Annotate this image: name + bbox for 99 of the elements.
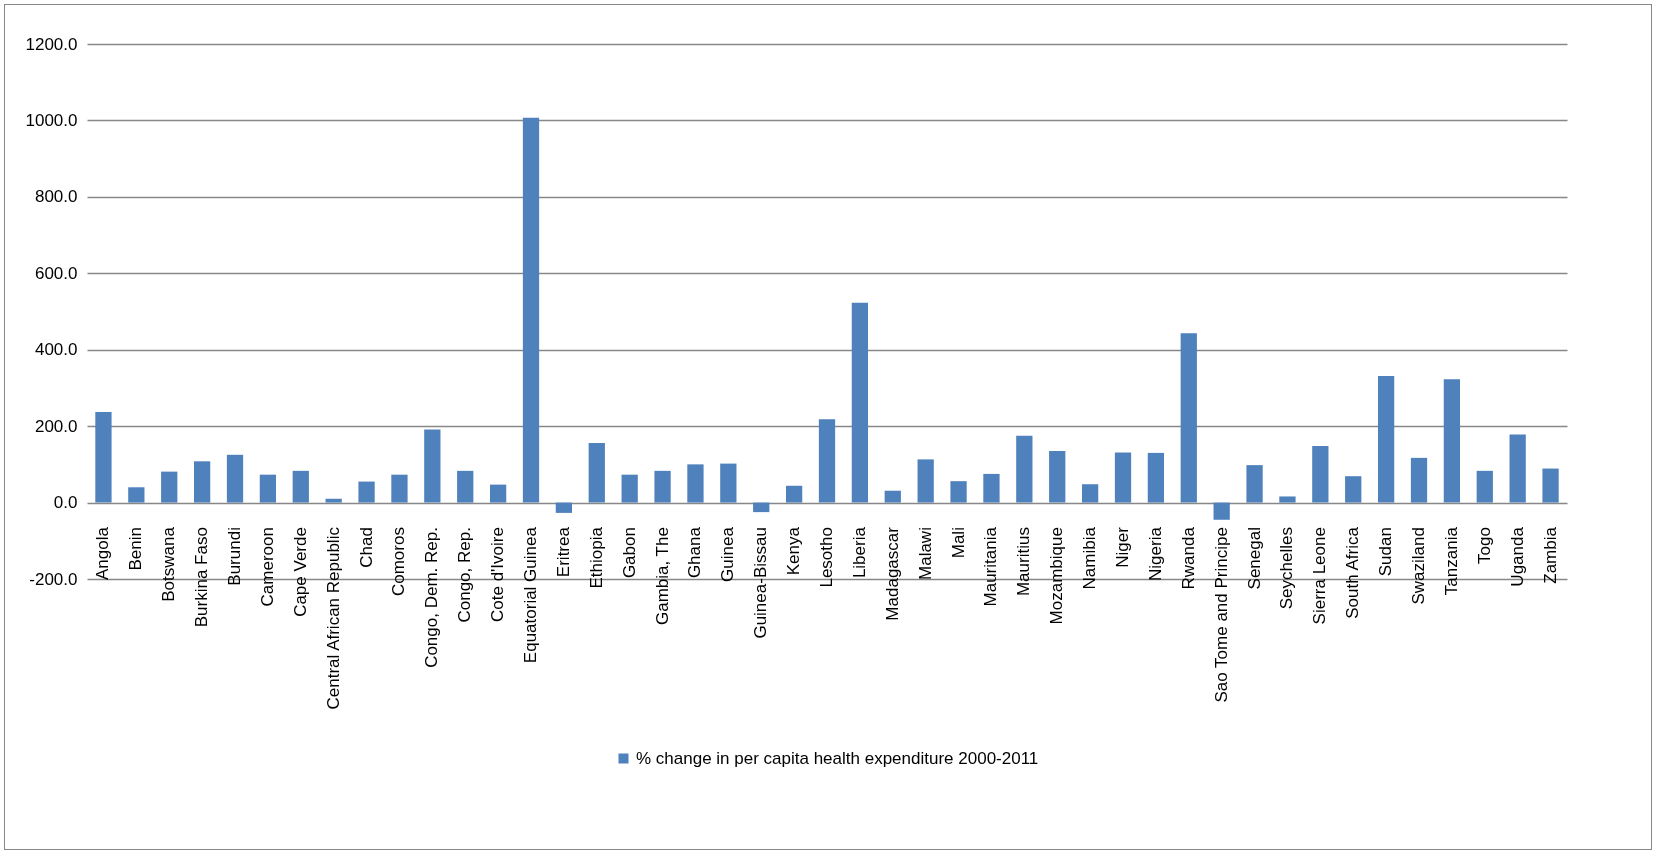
bar: [851, 302, 869, 503]
x-tick-label: Mauritius: [1014, 527, 1034, 597]
bar: [1509, 434, 1526, 503]
x-tick-label: Guinea: [718, 526, 738, 582]
x-tick-label: Uganda: [1507, 526, 1527, 587]
x-tick-label: Madagascar: [882, 526, 902, 621]
bar: [1476, 470, 1493, 503]
x-tick-label: Mauritania: [981, 526, 1001, 607]
bar: [983, 473, 1000, 503]
bar: [1345, 476, 1362, 503]
bar: [621, 474, 638, 503]
y-tick-label: 800.0: [34, 187, 78, 207]
bar: [457, 470, 474, 503]
x-tick-label: Rwanda: [1178, 526, 1198, 590]
x-tick-label: Cote d'Ivoire: [488, 527, 508, 622]
bar: [818, 419, 836, 503]
x-tick-label: Niger: [1113, 526, 1132, 568]
x-tick-label: South Africa: [1343, 526, 1363, 619]
bar: [193, 461, 211, 503]
x-tick-label: Central African Republic: [323, 526, 343, 710]
x-tick-label: Sierra Leone: [1310, 527, 1330, 625]
y-tick-label: 1000.0: [25, 110, 78, 130]
bar: [226, 454, 244, 503]
bar: [720, 463, 737, 503]
x-tick-label: Liberia: [849, 526, 869, 579]
x-tick-label: Benin: [126, 527, 146, 571]
x-tick-label: Equatorial Guinea: [521, 526, 540, 664]
bar: [1213, 502, 1230, 520]
x-tick-label: Guinea-Bissau: [751, 527, 771, 639]
bar: [1246, 465, 1263, 503]
x-tick-label: Seychelles: [1277, 527, 1297, 610]
bar: [391, 474, 408, 503]
bar: [884, 490, 901, 503]
bar: [753, 502, 770, 513]
y-tick-label: 200.0: [34, 416, 78, 436]
bar: [161, 471, 178, 503]
x-tick-label: Eritrea: [553, 526, 573, 578]
legend-label: % change in per capita health expenditure 2000-2011: [636, 748, 1039, 768]
x-tick-label: Botswana: [159, 526, 179, 602]
x-tick-label: Cape Verde: [290, 527, 310, 617]
bar: [1114, 452, 1132, 503]
x-tick-label: Sudan: [1376, 527, 1396, 577]
bar: [522, 117, 540, 503]
x-tick-label: Cameroon: [257, 527, 277, 607]
x-tick-label: Congo, Dem. Rep.: [422, 527, 442, 668]
x-tick-label: Mali: [948, 527, 968, 559]
x-tick-label: Comoros: [389, 527, 409, 597]
bar: [1410, 457, 1428, 503]
y-tick-label: -200.0: [29, 569, 78, 589]
x-tick-label: Angola: [93, 526, 113, 581]
bar: [489, 484, 507, 503]
x-tick-label: Mozambique: [1047, 527, 1067, 625]
bar: [292, 470, 309, 503]
x-tick-label: Gabon: [619, 527, 639, 579]
x-tick-label: Chad: [356, 527, 376, 568]
bar: [259, 474, 277, 503]
y-tick-label: 0.0: [53, 493, 78, 513]
x-tick-label: Kenya: [784, 526, 804, 576]
x-tick-label: Sao Tome and Principe: [1211, 527, 1231, 703]
y-tick-label: 1200.0: [25, 34, 78, 54]
x-tick-label: Swaziland: [1409, 527, 1428, 605]
bar: [1542, 468, 1559, 503]
bar: [950, 481, 967, 503]
bar: [325, 498, 342, 503]
bar: [555, 502, 573, 513]
x-tick-label: Lesotho: [817, 527, 836, 588]
bar: [128, 487, 145, 503]
bar: [1049, 450, 1066, 503]
bar: [1377, 376, 1395, 503]
x-tick-label: Nigeria: [1145, 526, 1165, 581]
bar: [1180, 333, 1197, 503]
bar: [785, 485, 803, 503]
x-tick-label: Gambia, The: [652, 527, 672, 626]
bar: [424, 429, 441, 503]
bar: [588, 442, 605, 503]
bar: [1279, 496, 1296, 503]
bar: [917, 459, 934, 503]
x-tick-label: Namibia: [1080, 526, 1100, 590]
x-tick-label: Malawi: [915, 527, 935, 580]
x-tick-label: Zambia: [1540, 526, 1560, 584]
x-tick-label: Burkina Faso: [192, 527, 212, 628]
bar: [95, 412, 112, 503]
bar: [1016, 435, 1033, 503]
x-tick-label: Togo: [1474, 527, 1494, 564]
x-tick-label: Burundi: [225, 527, 244, 586]
x-tick-label: Ghana: [685, 526, 705, 579]
y-tick-label: 400.0: [34, 340, 78, 360]
y-tick-label: 600.0: [34, 263, 78, 283]
bar: [1312, 446, 1329, 503]
bar: [687, 464, 704, 503]
bar: [654, 470, 671, 503]
bar: [358, 481, 375, 503]
x-tick-label: Ethiopia: [586, 526, 606, 589]
x-tick-label: Tanzania: [1441, 526, 1461, 596]
bar: [1443, 379, 1461, 503]
x-tick-label: Senegal: [1244, 527, 1264, 590]
bar: [1147, 452, 1165, 503]
x-tick-label: Congo, Rep.: [455, 527, 475, 623]
bar: [1081, 484, 1099, 503]
